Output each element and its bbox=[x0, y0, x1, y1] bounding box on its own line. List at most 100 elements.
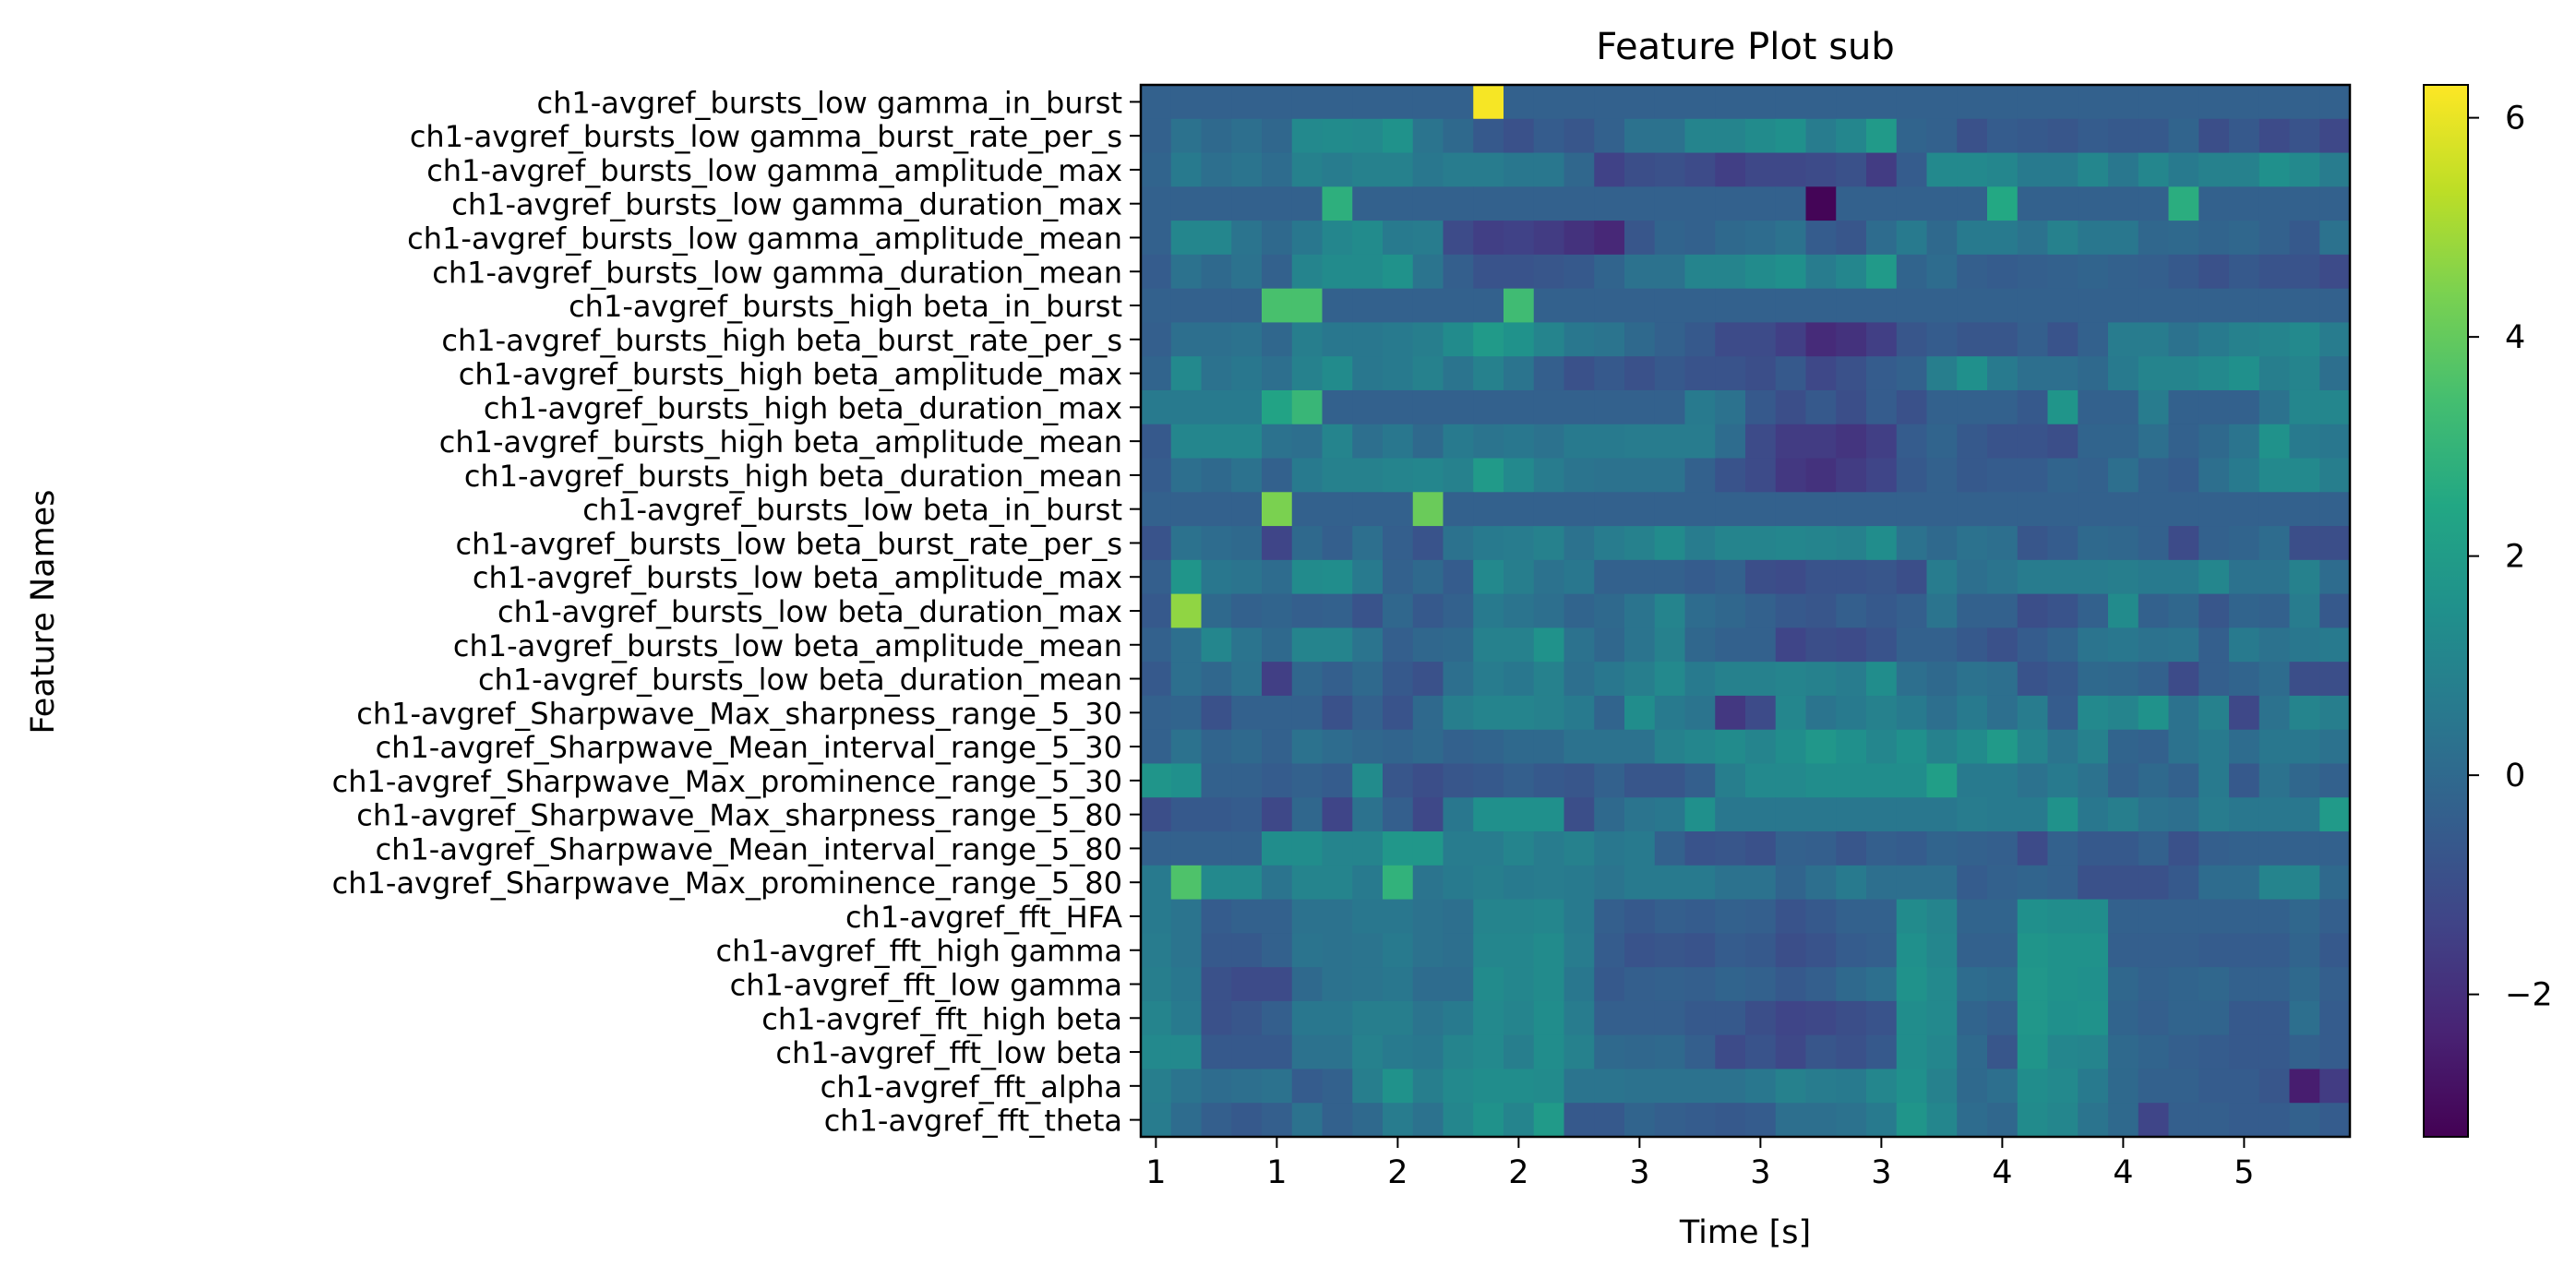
heatmap-cell bbox=[1201, 559, 1232, 595]
heatmap-cell bbox=[1624, 356, 1656, 391]
x-tick-label: 2 bbox=[1387, 1154, 1408, 1191]
heatmap-cell bbox=[2319, 492, 2351, 527]
heatmap-cell bbox=[1262, 831, 1293, 866]
heatmap-cell bbox=[1896, 559, 1928, 595]
heatmap-cell bbox=[1352, 662, 1384, 697]
heatmap-cell bbox=[2017, 492, 2049, 527]
heatmap-cell bbox=[2229, 695, 2260, 731]
heatmap-cell bbox=[1987, 899, 2019, 934]
heatmap-cell bbox=[2017, 1000, 2049, 1036]
heatmap-cell bbox=[1504, 356, 1535, 391]
heatmap-cell bbox=[1745, 763, 1777, 798]
heatmap-cell bbox=[1745, 831, 1777, 866]
heatmap-cell bbox=[1352, 221, 1384, 256]
heatmap-cell bbox=[1504, 492, 1535, 527]
heatmap-cell bbox=[2168, 662, 2199, 697]
heatmap-cell bbox=[1594, 1000, 1625, 1036]
heatmap-cell bbox=[1533, 288, 1565, 324]
heatmap-cell bbox=[1987, 254, 2019, 290]
y-tick-label: ch1-avgref_bursts_low beta_amplitude_max bbox=[473, 560, 1122, 595]
heatmap-cell bbox=[1170, 865, 1203, 901]
heatmap-cell bbox=[1262, 389, 1293, 425]
heatmap-cell bbox=[1896, 831, 1928, 866]
heatmap-cell bbox=[1322, 593, 1353, 628]
heatmap-cell bbox=[1745, 662, 1777, 697]
heatmap-cell bbox=[1201, 186, 1232, 221]
heatmap-cell bbox=[1896, 763, 1928, 798]
heatmap-cell bbox=[2289, 831, 2320, 866]
heatmap-cell bbox=[1624, 458, 1656, 493]
heatmap-cell bbox=[1594, 763, 1625, 798]
heatmap-cell bbox=[1352, 593, 1384, 628]
heatmap-cell bbox=[2319, 389, 2351, 425]
heatmap-cell bbox=[1383, 221, 1414, 256]
heatmap-cell bbox=[1412, 526, 1444, 561]
heatmap-cell bbox=[1262, 1034, 1293, 1070]
heatmap-cell bbox=[2017, 831, 2049, 866]
heatmap-cell bbox=[1201, 729, 1232, 765]
heatmap-cell bbox=[1533, 85, 1565, 120]
heatmap-cell bbox=[1805, 1000, 1837, 1036]
heatmap-cell bbox=[1141, 186, 1172, 221]
heatmap-cell bbox=[2319, 526, 2351, 561]
heatmap-cell bbox=[1866, 1000, 1898, 1036]
heatmap-cell bbox=[1957, 1069, 1988, 1104]
heatmap-cell bbox=[1715, 593, 1746, 628]
heatmap-cell bbox=[1412, 831, 1444, 866]
heatmap-cell bbox=[1987, 389, 2019, 425]
heatmap-cell bbox=[2168, 118, 2199, 154]
heatmap-cell bbox=[2229, 967, 2260, 1002]
heatmap-cell bbox=[2229, 933, 2260, 968]
heatmap-cell bbox=[1141, 967, 1172, 1002]
heatmap-cell bbox=[2289, 662, 2320, 697]
heatmap-cell bbox=[1201, 85, 1232, 120]
heatmap-cell bbox=[2319, 186, 2351, 221]
heatmap-cell bbox=[1504, 1103, 1535, 1138]
heatmap-cell bbox=[1684, 831, 1716, 866]
heatmap-cell bbox=[2108, 458, 2139, 493]
heatmap-cell bbox=[2078, 1000, 2109, 1036]
heatmap-cell bbox=[2229, 186, 2260, 221]
heatmap-cell bbox=[1654, 1000, 1686, 1036]
heatmap-cell bbox=[2078, 186, 2109, 221]
heatmap-cell bbox=[1291, 662, 1324, 697]
heatmap-cell bbox=[2168, 458, 2199, 493]
heatmap-cell bbox=[1412, 322, 1444, 357]
heatmap-cell bbox=[1291, 288, 1324, 324]
heatmap-cell bbox=[1473, 797, 1504, 832]
heatmap-cell bbox=[2017, 797, 2049, 832]
heatmap-cell bbox=[1412, 221, 1444, 256]
heatmap-cell bbox=[1170, 85, 1203, 120]
y-tick-label: ch1-avgref_bursts_low beta_duration_mean bbox=[478, 663, 1122, 698]
heatmap-cell bbox=[2138, 288, 2170, 324]
heatmap-cell bbox=[2258, 288, 2291, 324]
heatmap-cell bbox=[1715, 458, 1746, 493]
heatmap-cell bbox=[1262, 933, 1293, 968]
heatmap-cell bbox=[2168, 322, 2199, 357]
heatmap-cell bbox=[2319, 967, 2351, 1002]
heatmap-cell bbox=[1926, 389, 1958, 425]
heatmap-cell bbox=[1322, 424, 1353, 460]
heatmap-cell bbox=[1352, 458, 1384, 493]
heatmap-cell bbox=[1383, 763, 1414, 798]
heatmap-cell bbox=[1412, 763, 1444, 798]
heatmap-cell bbox=[1866, 899, 1898, 934]
heatmap-cell bbox=[1624, 1034, 1656, 1070]
heatmap-cell bbox=[2138, 627, 2170, 663]
heatmap-cell bbox=[1564, 424, 1595, 460]
heatmap-cell bbox=[2199, 729, 2230, 765]
heatmap-cell bbox=[1473, 288, 1504, 324]
heatmap-cell bbox=[2319, 152, 2351, 187]
heatmap-cell bbox=[2138, 967, 2170, 1002]
heatmap-cell bbox=[1987, 356, 2019, 391]
y-tick-label: ch1-avgref_fft_HFA bbox=[845, 900, 1122, 935]
heatmap-cell bbox=[1926, 831, 1958, 866]
heatmap-cell bbox=[2289, 1034, 2320, 1070]
y-axis-label: Feature Names bbox=[25, 490, 62, 735]
heatmap-cell bbox=[1624, 593, 1656, 628]
heatmap-cell bbox=[2078, 118, 2109, 154]
heatmap-cell bbox=[2138, 1000, 2170, 1036]
heatmap-cell bbox=[1262, 662, 1293, 697]
heatmap-cell bbox=[2289, 865, 2320, 901]
heatmap-cell bbox=[1141, 288, 1172, 324]
